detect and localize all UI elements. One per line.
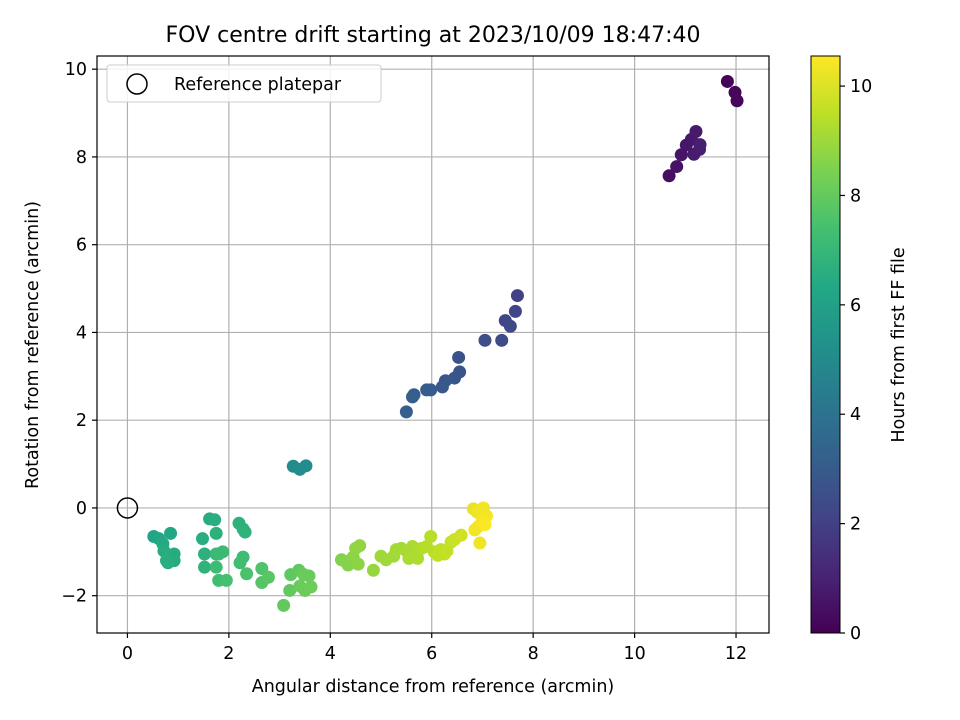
data-point [164,526,178,540]
x-tick-label: 10 [623,644,645,664]
data-point [473,536,487,550]
data-point [209,560,223,574]
data-point [420,383,434,397]
data-point [508,304,522,318]
legend: Reference platepar [106,64,382,103]
data-point [195,532,209,546]
y-axis-ticks: −2 0 2 4 6 8 10 [61,60,97,607]
colorbar-tick-label: 10 [850,77,872,97]
data-point [219,573,233,587]
data-point [209,526,223,540]
data-point [503,319,517,333]
data-point [302,569,316,583]
data-point [454,528,468,542]
data-point [238,525,252,539]
grid [97,56,769,633]
data-point [468,523,482,537]
data-point [261,570,275,584]
data-point [662,169,676,183]
x-tick-label: 8 [528,644,539,664]
legend-box [106,64,382,103]
data-point [353,539,367,553]
y-tick-label: 2 [76,411,87,431]
x-tick-label: 2 [223,644,234,664]
colorbar-tick-label: 6 [850,296,861,316]
data-point [452,350,466,364]
data-point [478,518,492,532]
colorbar-label: Hours from first FF file [889,247,909,442]
data-point [283,583,297,597]
data-point [424,529,438,543]
data-point [693,138,707,152]
data-point [510,289,524,303]
data-point [208,513,222,527]
data-point [435,380,449,394]
x-axis-ticks: 0 2 4 6 8 10 12 [122,633,747,664]
y-tick-label: −2 [61,587,87,607]
y-tick-label: 6 [76,236,87,256]
reference-point-marker [116,497,139,519]
x-axis-label: Angular distance from reference (arcmin) [252,677,615,697]
legend-label: Reference platepar [174,75,342,95]
plot-frame [96,55,770,634]
x-tick-label: 12 [725,644,747,664]
colorbar-tick-label: 4 [850,405,861,425]
data-point [720,74,734,88]
reference-layer [116,497,139,519]
x-tick-label: 4 [325,644,336,664]
data-point [233,556,247,570]
data-point [411,551,425,565]
y-tick-label: 8 [76,148,87,168]
data-point [399,405,413,419]
y-axis-label: Rotation from reference (arcmin) [23,201,43,489]
data-point [495,333,509,347]
colorbar-tick-label: 2 [850,515,861,535]
data-point [198,547,212,561]
colorbar-tick-label: 8 [850,186,861,206]
colorbar-ticks: 0 2 4 6 8 10 [840,77,872,644]
legend-marker [126,73,148,95]
data-point [670,160,684,174]
y-tick-label: 0 [76,499,87,519]
x-tick-label: 0 [122,644,133,664]
data-point [216,545,230,559]
colorbar-tick-label: 0 [850,624,861,644]
data-point [405,390,419,404]
data-point [689,124,703,138]
data-point [277,598,291,612]
data-point [351,557,365,571]
data-point [240,567,254,581]
data-point [299,459,313,473]
data-point [366,563,380,577]
data-point [198,560,212,574]
data-point [478,333,492,347]
scatter-points [147,74,744,612]
chart-title: FOV centre drift starting at 2023/10/09 … [166,23,701,48]
data-point [674,148,688,162]
x-tick-label: 6 [426,644,437,664]
data-point [304,580,318,594]
colorbar [810,55,841,634]
y-tick-label: 10 [65,60,87,80]
data-point [730,94,744,108]
data-point [161,556,175,570]
y-tick-label: 4 [76,323,87,343]
